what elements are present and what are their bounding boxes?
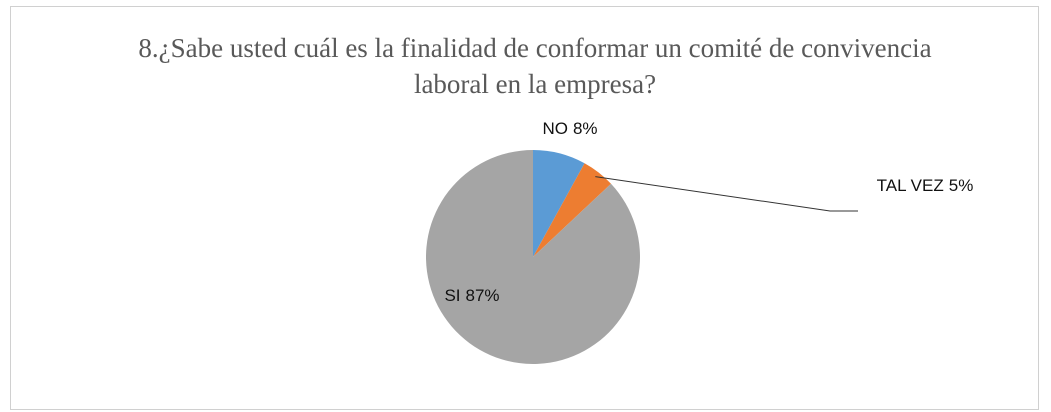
data-label: SI 87%	[444, 286, 499, 305]
pie-slice	[425, 150, 640, 364]
data-label: NO 8%	[542, 119, 597, 138]
value-label: 87%	[466, 286, 500, 305]
category-label: SI	[444, 286, 460, 305]
leader-line	[595, 176, 858, 212]
value-label: 5%	[949, 176, 974, 195]
category-label: NO	[542, 119, 568, 138]
data-label: TAL VEZ 5%	[877, 176, 974, 195]
chart-title: 8.¿Sabe usted cuál es la finalidad de co…	[138, 33, 932, 99]
chart-frame	[10, 6, 1039, 410]
pie-slice	[533, 150, 585, 257]
pie-slice	[533, 163, 611, 257]
category-label: TAL VEZ	[877, 176, 944, 195]
value-label: 8%	[573, 119, 598, 138]
